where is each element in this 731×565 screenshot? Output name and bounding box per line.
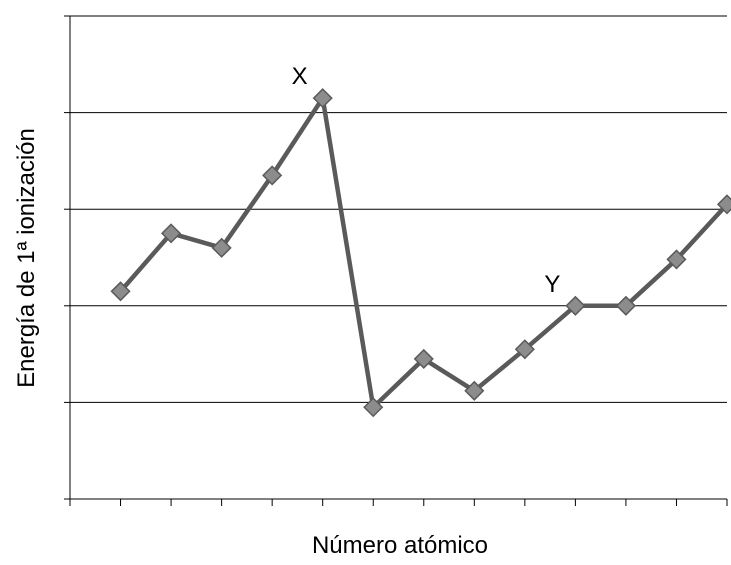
data-point-marker — [615, 295, 636, 316]
y-axis-title: Energía de 1ª ionización — [13, 128, 40, 388]
data-point-marker — [363, 397, 384, 418]
grid-lines — [70, 15, 727, 403]
data-point-marker — [565, 295, 586, 316]
data-point-marker — [666, 249, 687, 270]
data-markers — [110, 88, 731, 418]
x-axis-title: Número atómico — [312, 532, 488, 559]
data-point-marker — [464, 380, 485, 401]
data-point-marker — [312, 88, 333, 109]
data-point-marker — [413, 348, 434, 369]
annotations: XY — [292, 63, 561, 298]
data-point-marker — [211, 237, 232, 258]
data-point-marker — [262, 165, 283, 186]
axes — [64, 15, 728, 506]
data-point-marker — [161, 223, 182, 244]
annotation-label: X — [292, 63, 308, 90]
data-point-marker — [514, 339, 535, 360]
data-point-marker — [110, 281, 131, 302]
annotation-label: Y — [544, 271, 560, 298]
data-point-marker — [716, 194, 731, 215]
